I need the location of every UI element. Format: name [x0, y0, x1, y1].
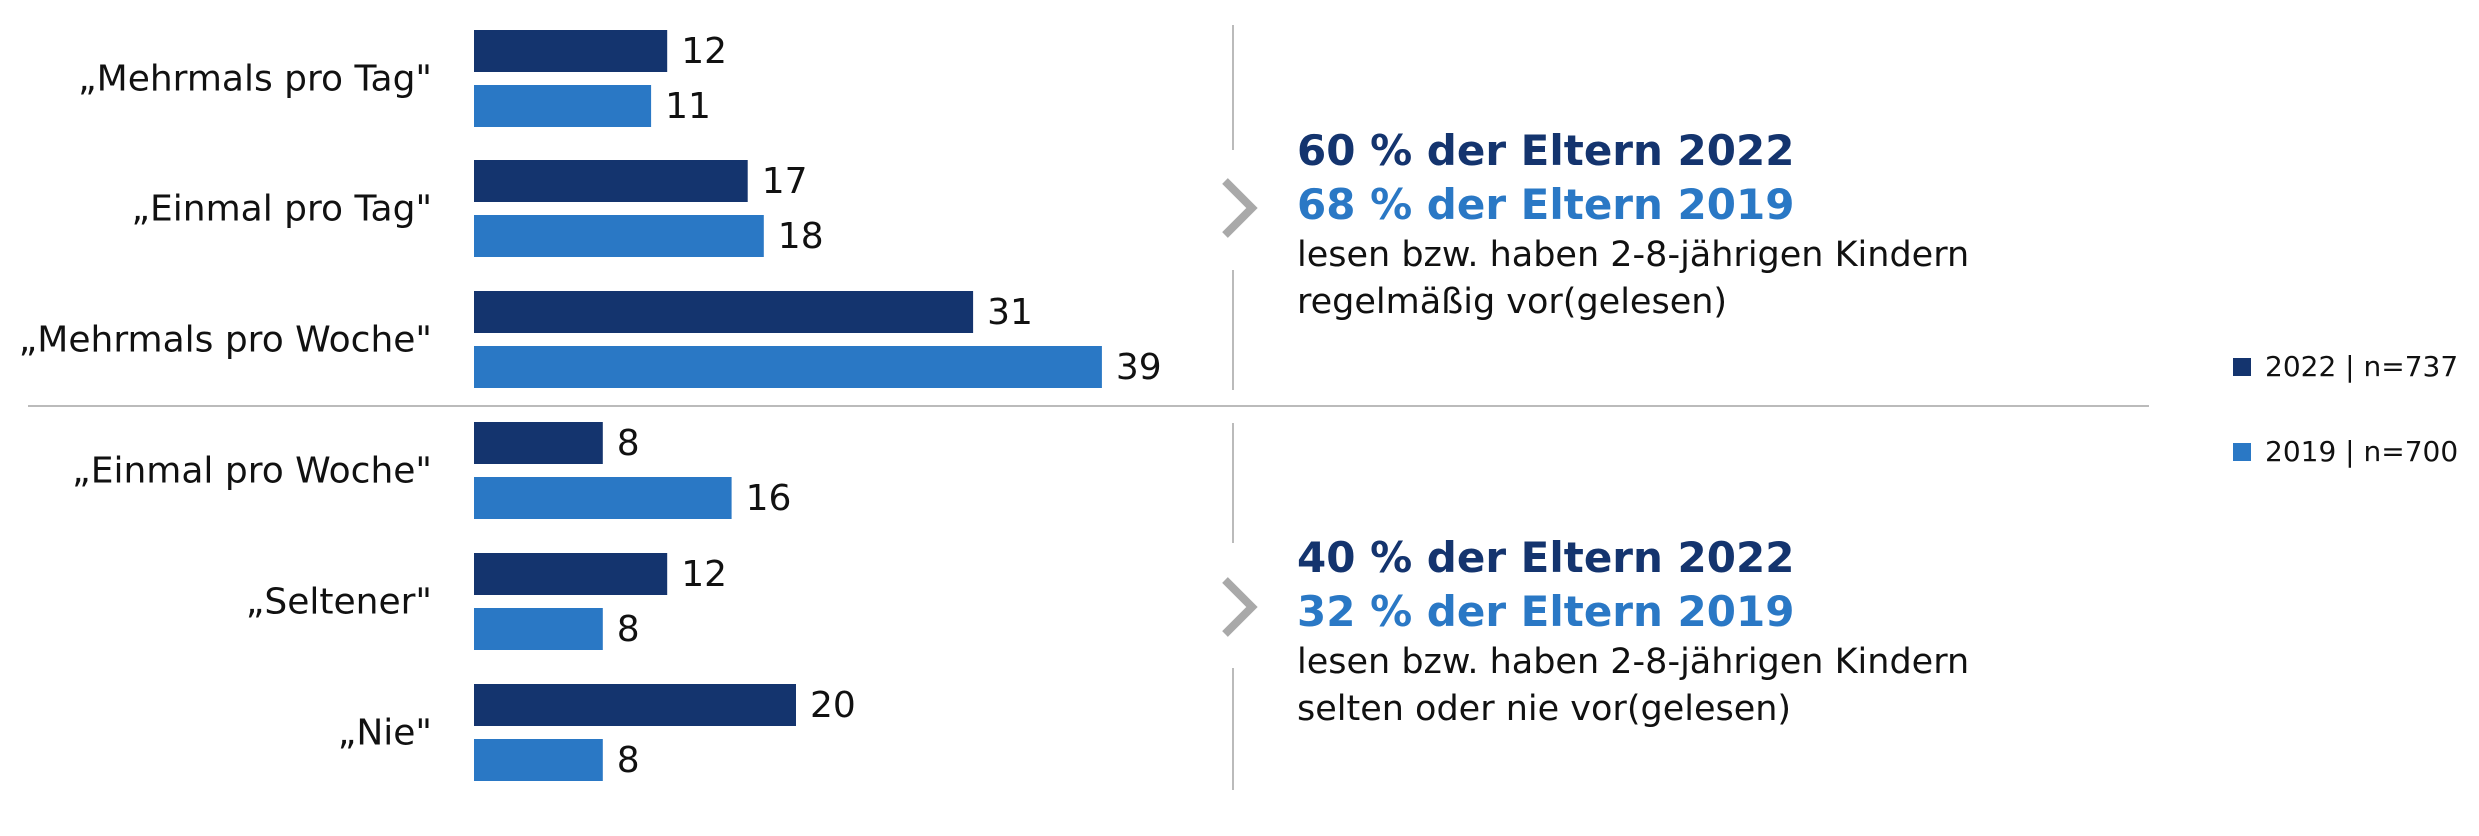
- value-label-2022: 8: [617, 423, 640, 464]
- value-label-2022: 17: [762, 161, 808, 202]
- legend-label-2019: 2019 | n=700: [2265, 435, 2459, 468]
- category-label: „Einmal pro Woche": [72, 451, 432, 492]
- value-label-2022: 31: [987, 292, 1033, 333]
- legend-swatch-2022: [2233, 357, 2251, 376]
- bars-group: „Mehrmals pro Tag" 12 11 „Einmal pro Tag" 17…: [19, 30, 1162, 781]
- value-label-2019: 39: [1116, 347, 1162, 388]
- bar-2019: [474, 346, 1102, 388]
- legend-item-2019: 2019 | n=700: [2233, 435, 2458, 468]
- bar-2019: [474, 215, 764, 257]
- summary-description-line2: regelmäßig vor(gelesen): [1297, 282, 1728, 322]
- chevron-right-icon: [1222, 178, 1258, 238]
- category-label: „Mehrmals pro Tag": [78, 59, 432, 100]
- value-label-2019: 8: [617, 609, 640, 650]
- value-label-2022: 20: [810, 685, 856, 726]
- category-label: „Nie": [338, 713, 432, 754]
- top-bracket: [1222, 25, 1258, 390]
- summary-description-line2: selten oder nie vor(gelesen): [1297, 689, 1792, 729]
- bar-2019: [474, 739, 603, 781]
- summary-2022-line: 60 % der Eltern 2022: [1297, 126, 1795, 175]
- value-label-2019: 8: [617, 740, 640, 781]
- summary-2022-line: 40 % der Eltern 2022: [1297, 533, 1795, 582]
- value-label-2022: 12: [681, 554, 727, 595]
- summary-rare: 40 % der Eltern 2022 32 % der Eltern 201…: [1297, 531, 1969, 733]
- value-label-2019: 18: [778, 216, 824, 257]
- bar-2022: [474, 160, 748, 202]
- summary-regular: 60 % der Eltern 2022 68 % der Eltern 201…: [1297, 124, 1969, 326]
- bar-2019: [474, 85, 652, 127]
- bar-2019: [474, 608, 603, 650]
- bar-2022: [474, 30, 668, 72]
- chevron-right-icon: [1222, 577, 1258, 637]
- bar-2019: [474, 477, 732, 519]
- legend-label-2022: 2022 | n=737: [2265, 350, 2459, 383]
- bar-2022: [474, 422, 603, 464]
- bottom-bracket: [1222, 423, 1258, 790]
- summary-description-line1: lesen bzw. haben 2-8-jährigen Kindern: [1297, 642, 1970, 682]
- bar-2022: [474, 684, 796, 726]
- legend-swatch-2019: [2233, 442, 2251, 461]
- legend-item-2022: 2022 | n=737: [2233, 350, 2458, 383]
- bar-2022: [474, 291, 974, 333]
- summary-2019-line: 32 % der Eltern 2019: [1297, 587, 1795, 636]
- value-label-2019: 11: [665, 86, 711, 127]
- bar-2022: [474, 553, 668, 595]
- category-label: „Einmal pro Tag": [131, 189, 432, 230]
- category-label: „Mehrmals pro Woche": [19, 320, 432, 361]
- summary-2019-line: 68 % der Eltern 2019: [1297, 180, 1795, 229]
- category-label: „Seltener": [246, 582, 432, 623]
- value-label-2019: 16: [746, 478, 792, 519]
- summary-description-line1: lesen bzw. haben 2-8-jährigen Kindern: [1297, 235, 1970, 275]
- value-label-2022: 12: [681, 31, 727, 72]
